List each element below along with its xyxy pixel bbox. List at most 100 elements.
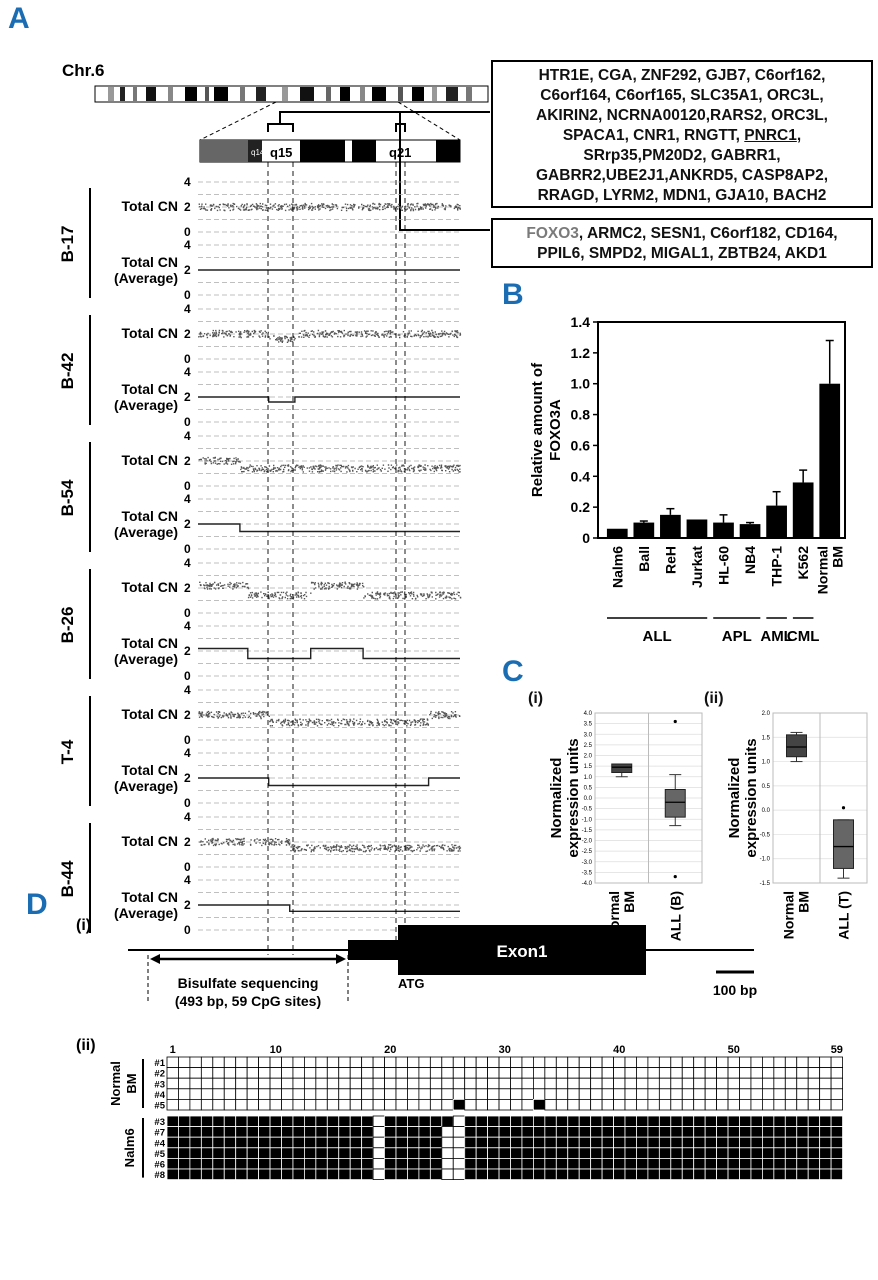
cpg-cell <box>647 1098 660 1111</box>
cpg-cell <box>372 1088 385 1100</box>
cpg-cell <box>681 1098 695 1111</box>
cpg-cell <box>601 1168 614 1181</box>
outlier-point <box>673 719 677 724</box>
cpg-cell <box>624 1136 637 1149</box>
cpg-cell <box>407 1168 420 1181</box>
cpg-cell <box>510 1147 523 1159</box>
cpg-cell <box>200 1147 214 1159</box>
clone-label: #5 <box>154 1149 165 1160</box>
cpg-cell <box>487 1136 500 1149</box>
cpg-cell <box>613 1147 626 1159</box>
cpg-cell <box>246 1147 259 1159</box>
cpg-cell <box>521 1088 534 1100</box>
cpg-cell <box>796 1077 809 1090</box>
cpg-cell <box>704 1067 718 1079</box>
cpg-cell <box>258 1147 271 1159</box>
y-tick-label: -1.0 <box>582 817 593 823</box>
cpg-cell <box>475 1077 488 1090</box>
cpg-cell <box>418 1126 431 1138</box>
cpg-cell <box>395 1168 408 1181</box>
cpg-cell <box>773 1157 786 1170</box>
cpg-cell <box>212 1056 225 1069</box>
cpg-cell <box>269 1056 282 1069</box>
group-label-apl: APL <box>722 628 752 645</box>
cpg-cell <box>292 1126 305 1138</box>
cpg-cell <box>601 1067 614 1079</box>
cpg-cell <box>338 1136 351 1149</box>
cpg-cell <box>590 1077 603 1090</box>
band-label-q15: q15 <box>270 145 292 160</box>
cpg-cell <box>624 1098 637 1111</box>
cpg-cell <box>819 1147 832 1159</box>
cpg-cell <box>487 1088 500 1100</box>
cpg-cell <box>349 1067 363 1079</box>
cpg-cell <box>189 1136 202 1149</box>
cpg-cell <box>407 1088 420 1100</box>
cpg-cell <box>567 1088 580 1100</box>
y-axis-label-2: FOXO3A <box>547 399 564 461</box>
track-label-total-cn: Total CN <box>121 381 178 397</box>
cn-tick-0: 0 <box>184 796 191 810</box>
cpg-cell <box>258 1056 271 1069</box>
sample-label: B-54 <box>58 479 77 516</box>
cpg-cell <box>326 1126 340 1138</box>
y-tick-label: 2.0 <box>762 711 771 717</box>
cpg-cell <box>567 1115 580 1128</box>
cpg-cell <box>544 1088 557 1100</box>
cpg-cell <box>498 1098 511 1111</box>
cpg-cell <box>246 1136 259 1149</box>
cpg-cell <box>670 1077 683 1090</box>
cpg-cell <box>189 1157 202 1170</box>
cpg-cell <box>716 1056 729 1069</box>
cpg-cell <box>773 1115 786 1128</box>
cpg-cell <box>384 1147 397 1159</box>
cn-scatter-points <box>199 581 462 600</box>
cpg-cell <box>750 1168 763 1181</box>
bisulfite-label-2: (493 bp, 59 CpG sites) <box>175 993 321 1009</box>
cpg-cell <box>281 1136 294 1149</box>
cpg-cell <box>200 1115 214 1128</box>
utr-block <box>348 940 400 960</box>
clone-label: #6 <box>154 1160 165 1171</box>
cpg-cell <box>636 1067 649 1079</box>
ideogram-band <box>168 87 173 101</box>
cpg-cell <box>338 1088 351 1100</box>
cpg-cell <box>762 1115 775 1128</box>
cpg-cell <box>681 1056 695 1069</box>
cpg-cell <box>487 1115 500 1128</box>
cn-tick-2: 2 <box>184 200 191 214</box>
cpg-cell <box>212 1157 225 1170</box>
cpg-cell <box>418 1136 431 1149</box>
cpg-cell <box>452 1077 466 1090</box>
cpg-cell <box>624 1157 637 1170</box>
cpg-cell <box>693 1077 706 1090</box>
cpg-cell <box>487 1098 500 1111</box>
cpg-cell <box>166 1126 179 1138</box>
gene-list-line-2: C6orf164, C6orf165, SLC35A1, ORC3L, <box>540 87 824 104</box>
cpg-cell <box>578 1115 592 1128</box>
cn-tick-2: 2 <box>184 581 191 595</box>
ideogram-band <box>146 87 156 101</box>
cpg-cell <box>830 1126 843 1138</box>
cpg-cell <box>762 1088 775 1100</box>
cpg-cell <box>166 1056 179 1069</box>
cpg-cell <box>681 1088 695 1100</box>
cpg-cell <box>521 1136 534 1149</box>
cpg-cell <box>395 1115 408 1128</box>
cpg-cell <box>510 1115 523 1128</box>
cpg-cell <box>452 1168 466 1181</box>
cpg-cell <box>647 1147 660 1159</box>
cpg-cell <box>292 1115 305 1128</box>
cpg-cell <box>372 1126 385 1138</box>
panel-d-i-label: (i) <box>76 917 91 934</box>
cpg-cell <box>796 1126 809 1138</box>
cpg-cell <box>384 1056 397 1069</box>
cpg-cell <box>613 1077 626 1090</box>
cpg-cell <box>418 1115 431 1128</box>
cpg-cell <box>533 1056 546 1069</box>
cpg-cell <box>830 1077 843 1090</box>
cpg-cell <box>658 1157 672 1170</box>
cpg-cell <box>784 1115 798 1128</box>
cpg-cell <box>498 1168 511 1181</box>
